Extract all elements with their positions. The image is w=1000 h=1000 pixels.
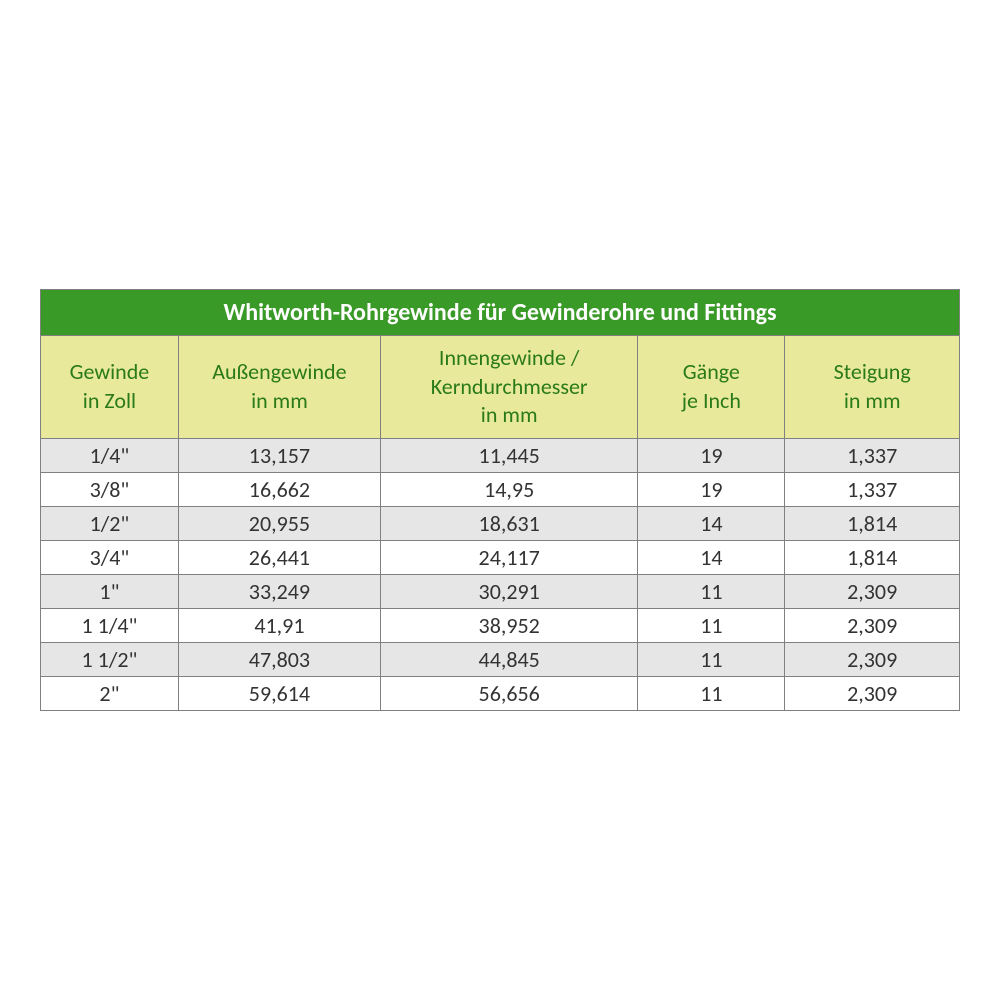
cell-steigung: 1,814 bbox=[785, 506, 960, 540]
table-row: 1/4" 13,157 11,445 19 1,337 bbox=[41, 438, 960, 472]
cell-gewinde: 1" bbox=[41, 574, 179, 608]
col-header-line: in Zoll bbox=[83, 387, 136, 414]
cell-gaenge: 11 bbox=[638, 642, 785, 676]
cell-gaenge: 11 bbox=[638, 676, 785, 710]
cell-gewinde: 3/8" bbox=[41, 472, 179, 506]
cell-gaenge: 19 bbox=[638, 472, 785, 506]
col-header-innengewinde: Innengewinde / Kerndurchmesser in mm bbox=[381, 336, 638, 439]
cell-innen: 30,291 bbox=[381, 574, 638, 608]
table-title: Whitworth-Rohrgewinde für Gewinderohre u… bbox=[41, 290, 960, 336]
col-header-line: Steigung bbox=[834, 358, 911, 385]
cell-steigung: 1,337 bbox=[785, 472, 960, 506]
cell-gewinde: 1/4" bbox=[41, 438, 179, 472]
cell-gewinde: 1 1/4" bbox=[41, 608, 179, 642]
col-header-line: je Inch bbox=[682, 387, 741, 414]
cell-steigung: 2,309 bbox=[785, 676, 960, 710]
table-title-row: Whitworth-Rohrgewinde für Gewinderohre u… bbox=[41, 290, 960, 336]
table-header-row: Gewinde in Zoll Außengewinde in mm Innen… bbox=[41, 336, 960, 439]
cell-gaenge: 14 bbox=[638, 506, 785, 540]
cell-innen: 11,445 bbox=[381, 438, 638, 472]
table-row: 2" 59,614 56,656 11 2,309 bbox=[41, 676, 960, 710]
cell-steigung: 1,814 bbox=[785, 540, 960, 574]
cell-innen: 14,95 bbox=[381, 472, 638, 506]
cell-steigung: 2,309 bbox=[785, 574, 960, 608]
cell-steigung: 1,337 bbox=[785, 438, 960, 472]
cell-gaenge: 14 bbox=[638, 540, 785, 574]
cell-innen: 56,656 bbox=[381, 676, 638, 710]
cell-aussen: 16,662 bbox=[178, 472, 380, 506]
col-header-aussengewinde: Außengewinde in mm bbox=[178, 336, 380, 439]
table-row: 3/8" 16,662 14,95 19 1,337 bbox=[41, 472, 960, 506]
cell-gewinde: 1/2" bbox=[41, 506, 179, 540]
col-header-line: in mm bbox=[251, 387, 308, 414]
table-row: 1" 33,249 30,291 11 2,309 bbox=[41, 574, 960, 608]
col-header-line: Gewinde bbox=[70, 358, 150, 385]
table-row: 1 1/4" 41,91 38,952 11 2,309 bbox=[41, 608, 960, 642]
cell-aussen: 47,803 bbox=[178, 642, 380, 676]
col-header-gewinde: Gewinde in Zoll bbox=[41, 336, 179, 439]
cell-aussen: 20,955 bbox=[178, 506, 380, 540]
thread-table: Whitworth-Rohrgewinde für Gewinderohre u… bbox=[40, 289, 960, 711]
col-header-line: Innengewinde / bbox=[439, 344, 580, 371]
table-row: 1 1/2" 47,803 44,845 11 2,309 bbox=[41, 642, 960, 676]
table-row: 3/4" 26,441 24,117 14 1,814 bbox=[41, 540, 960, 574]
cell-innen: 24,117 bbox=[381, 540, 638, 574]
cell-gewinde: 3/4" bbox=[41, 540, 179, 574]
col-header-line: Kerndurchmesser bbox=[431, 373, 588, 400]
cell-gewinde: 1 1/2" bbox=[41, 642, 179, 676]
cell-innen: 44,845 bbox=[381, 642, 638, 676]
cell-innen: 38,952 bbox=[381, 608, 638, 642]
cell-gaenge: 11 bbox=[638, 574, 785, 608]
col-header-line: Gänge bbox=[683, 358, 740, 385]
col-header-gaenge: Gänge je Inch bbox=[638, 336, 785, 439]
cell-innen: 18,631 bbox=[381, 506, 638, 540]
table-body: 1/4" 13,157 11,445 19 1,337 3/8" 16,662 … bbox=[41, 438, 960, 710]
cell-gaenge: 11 bbox=[638, 608, 785, 642]
col-header-steigung: Steigung in mm bbox=[785, 336, 960, 439]
col-header-line: in mm bbox=[844, 387, 901, 414]
cell-aussen: 33,249 bbox=[178, 574, 380, 608]
col-header-line: Außengewinde bbox=[212, 358, 346, 385]
cell-gewinde: 2" bbox=[41, 676, 179, 710]
cell-aussen: 41,91 bbox=[178, 608, 380, 642]
thread-table-container: Whitworth-Rohrgewinde für Gewinderohre u… bbox=[40, 289, 960, 711]
cell-aussen: 13,157 bbox=[178, 438, 380, 472]
cell-gaenge: 19 bbox=[638, 438, 785, 472]
cell-steigung: 2,309 bbox=[785, 642, 960, 676]
col-header-line: in mm bbox=[481, 401, 538, 428]
cell-aussen: 59,614 bbox=[178, 676, 380, 710]
cell-aussen: 26,441 bbox=[178, 540, 380, 574]
cell-steigung: 2,309 bbox=[785, 608, 960, 642]
table-row: 1/2" 20,955 18,631 14 1,814 bbox=[41, 506, 960, 540]
